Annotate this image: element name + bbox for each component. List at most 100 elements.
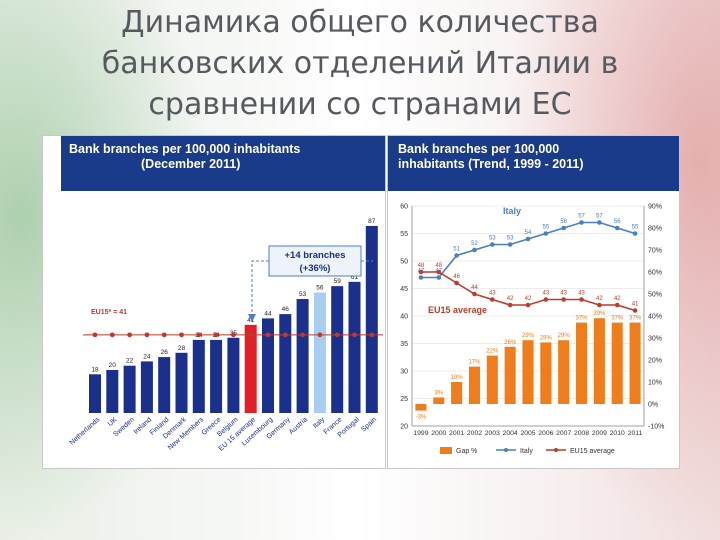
eu15-reference-label: EU15* = 41 <box>91 309 127 316</box>
italy-marker <box>597 220 602 225</box>
left-axis-tick: 55 <box>400 231 408 238</box>
slide-title: Динамика общего количества банковских от… <box>40 2 680 125</box>
italy-series-label: Italy <box>503 206 521 216</box>
italy-marker <box>490 242 495 247</box>
eu15-series-label: EU15 average <box>428 305 487 315</box>
x-axis-tick: 2003 <box>485 430 500 437</box>
italy-value-label: 54 <box>525 230 532 236</box>
bar-value-label: 26 <box>161 349 169 356</box>
eu15-value-label: 43 <box>489 291 496 297</box>
bar <box>106 370 119 413</box>
callout-line-2: (+36%) <box>300 263 331 274</box>
right-axis-tick: 60% <box>648 270 662 277</box>
eu15-reference-marker <box>248 332 254 338</box>
italy-value-label: 56 <box>560 219 567 225</box>
x-tick-label: Netherlands <box>69 416 102 447</box>
gap-bar-label: 37% <box>576 316 589 322</box>
left-axis-tick: 25 <box>400 396 408 403</box>
slide-title-line-2: банковских отделений Италии в <box>101 46 619 81</box>
right-chart-subtitle: inhabitants (Trend, 1999 - 2011) <box>398 157 584 171</box>
gap-bar <box>629 322 641 404</box>
bar <box>331 286 344 413</box>
italy-value-label: 53 <box>507 236 514 242</box>
italy-marker <box>454 253 459 258</box>
eu15-value-label: 43 <box>578 291 585 297</box>
x-axis-tick: 2005 <box>520 430 535 437</box>
eu15-reference-marker <box>161 332 167 338</box>
right-chart-plot: -3% 3% 10% 17% 22% 26% 29% 28% 29% 37% 39% 37% 37% 4… <box>400 204 664 456</box>
eu15-reference-marker <box>179 332 184 338</box>
slide-title-line-1: Динамика общего количества <box>121 5 599 40</box>
legend-marker-eu15 <box>554 448 558 452</box>
bar-value-label: 20 <box>109 362 117 369</box>
x-axis-tick: 2006 <box>538 430 553 437</box>
right-axis-tick: 50% <box>648 292 662 299</box>
right-axis-tick: 90% <box>648 204 662 211</box>
bar <box>262 318 274 413</box>
italy-value-label: 51 <box>453 247 460 253</box>
left-axis-tick: 20 <box>400 424 408 431</box>
eu15-reference-marker <box>196 332 202 338</box>
branches-per-country-chart: Bank branches per 100,000 inhabitants (D… <box>42 135 386 469</box>
eu15-reference-marker <box>92 332 98 338</box>
eu15-reference-marker <box>127 332 132 338</box>
bar <box>279 314 292 413</box>
italy-marker <box>507 242 513 247</box>
italy-value-label: 55 <box>632 225 639 231</box>
italy-value-label: 57 <box>578 214 585 220</box>
bar-value-label: 59 <box>334 278 342 285</box>
eu15-value-label: 48 <box>418 263 425 269</box>
x-axis-tick: 2007 <box>556 430 571 437</box>
gap-bar-label: 17% <box>468 360 481 366</box>
eu15-marker <box>632 308 638 313</box>
italy-marker <box>561 225 566 231</box>
eu15-value-label: 48 <box>435 263 442 269</box>
italy-value-label: 52 <box>471 241 478 247</box>
right-axis-tick: 0% <box>648 402 658 409</box>
bar <box>89 374 101 413</box>
eu15-marker <box>579 297 584 302</box>
eu15-reference-marker <box>213 332 219 338</box>
bar-value-label: 46 <box>282 306 290 313</box>
italy-marker <box>418 275 424 280</box>
eu15-value-label: 43 <box>560 291 567 297</box>
gap-bar <box>433 397 445 404</box>
legend-label-italy: Italy <box>520 448 533 455</box>
left-axis-tick: 30 <box>400 369 408 376</box>
italy-value-label: 57 <box>596 214 603 220</box>
eu15-reference-marker <box>300 332 305 338</box>
eu15-reference-marker <box>265 332 271 338</box>
bar <box>158 357 171 413</box>
x-tick-label: Austria <box>288 416 309 436</box>
bar-value-label: 24 <box>143 353 151 360</box>
gap-bar <box>558 340 570 404</box>
italy-value-label: 55 <box>543 225 550 231</box>
gap-bar <box>611 322 623 404</box>
eu15-value-label: 42 <box>525 296 532 302</box>
bar <box>123 365 136 413</box>
eu15-reference-marker <box>144 332 150 338</box>
left-chart-title: Bank branches per 100,000 inhabitants <box>69 142 301 156</box>
gap-bar-label: 28% <box>540 335 553 341</box>
right-axis-tick: 40% <box>648 314 662 321</box>
italy-marker <box>436 275 442 280</box>
x-tick-label: UK <box>107 416 119 428</box>
eu15-reference-marker <box>231 332 236 338</box>
gap-bar-label: 37% <box>611 316 624 322</box>
gap-bar-label: -3% <box>416 415 427 421</box>
right-chart-title: Bank branches per 100,000 <box>398 142 560 156</box>
bar-value-label: 53 <box>299 291 307 298</box>
eu15-value-label: 42 <box>614 296 621 302</box>
legend-label-gap: Gap % <box>456 448 477 455</box>
bar <box>192 339 205 413</box>
left-chart-header: Bank branches per 100,000 inhabitants (D… <box>61 136 385 191</box>
right-axis-tick: 80% <box>648 226 662 233</box>
x-axis-tick: 2002 <box>467 430 482 437</box>
x-axis-tick: 2009 <box>592 430 607 437</box>
left-axis-tick: 60 <box>400 204 408 211</box>
gap-bar <box>468 366 480 404</box>
eu15-reference-marker <box>334 332 340 338</box>
bar-value-label: 87 <box>368 218 376 225</box>
x-axis-tick: 1999 <box>413 430 428 437</box>
right-axis-tick: 70% <box>648 248 662 255</box>
